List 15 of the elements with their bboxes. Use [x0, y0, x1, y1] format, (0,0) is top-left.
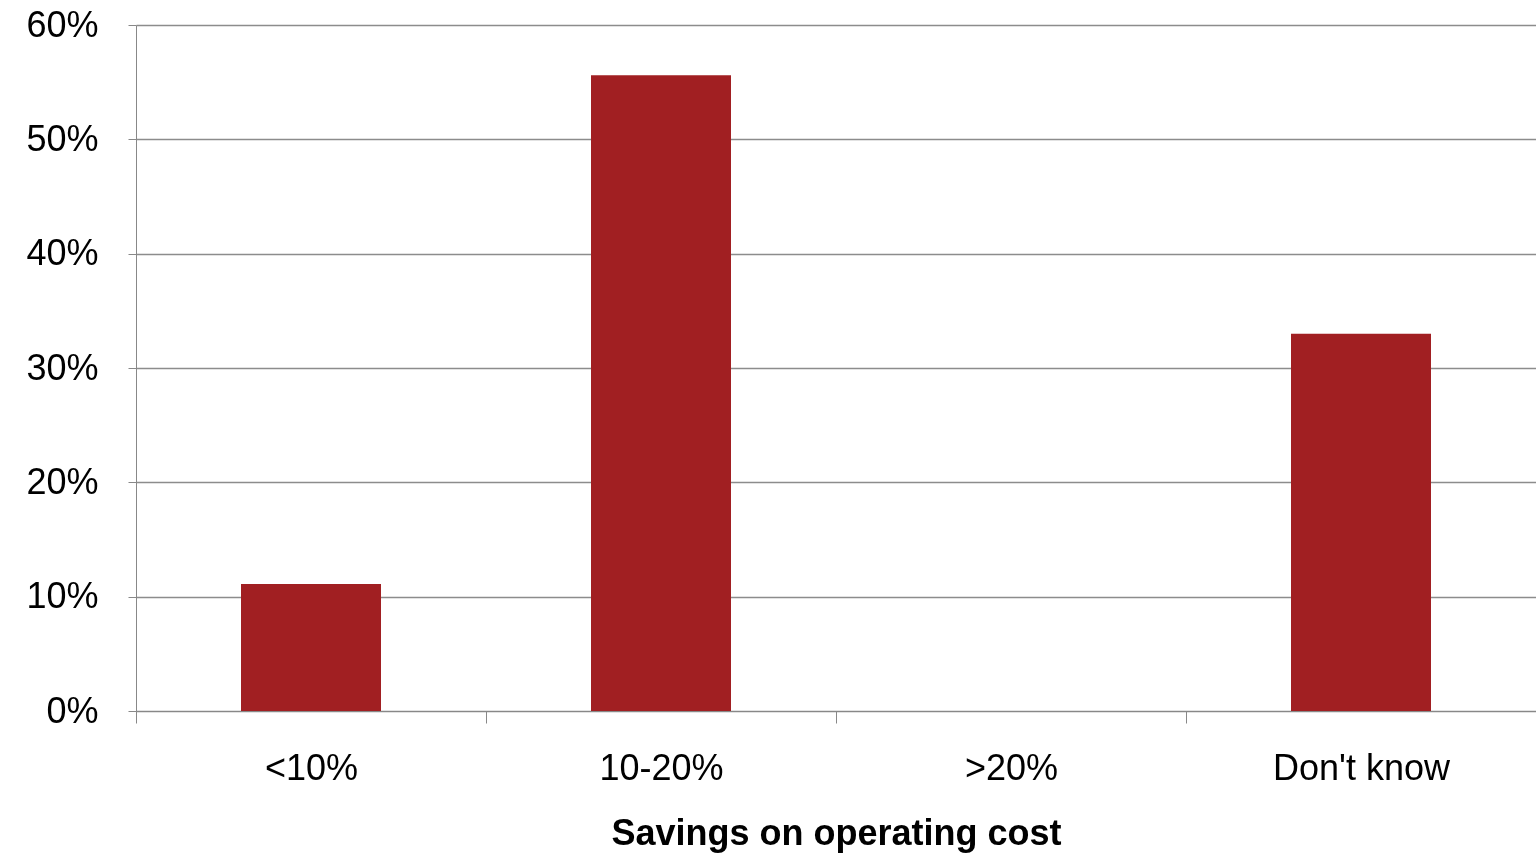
bar: [1291, 333, 1431, 711]
y-tick-label: 0%: [46, 689, 99, 731]
x-tick-label: >20%: [964, 746, 1059, 788]
y-tick-label: 60%: [26, 3, 99, 45]
x-axis-title: Savings on operating cost: [611, 811, 1062, 853]
y-tick-label: 10%: [26, 575, 99, 617]
x-tick-label: Don't know: [1273, 746, 1451, 788]
y-tick-label: 50%: [26, 117, 99, 159]
bar: [241, 584, 381, 711]
x-tick-label: 10-20%: [599, 746, 724, 788]
y-tick-label: 30%: [26, 346, 99, 388]
x-tick-label: <10%: [264, 746, 359, 788]
y-tick-label: 40%: [26, 232, 99, 274]
bar: [591, 75, 731, 711]
y-tick-label: 20%: [26, 460, 99, 502]
